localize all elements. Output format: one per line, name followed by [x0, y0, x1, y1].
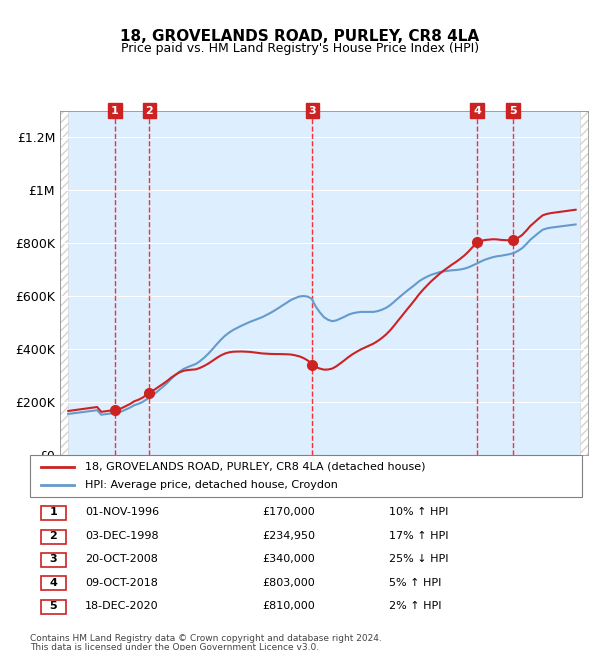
Text: £803,000: £803,000: [262, 578, 314, 588]
Text: 10% ↑ HPI: 10% ↑ HPI: [389, 508, 448, 517]
FancyBboxPatch shape: [41, 577, 66, 590]
Text: 3: 3: [308, 105, 316, 116]
Text: 2% ↑ HPI: 2% ↑ HPI: [389, 601, 442, 611]
FancyBboxPatch shape: [41, 530, 66, 543]
Text: This data is licensed under the Open Government Licence v3.0.: This data is licensed under the Open Gov…: [30, 644, 319, 650]
FancyBboxPatch shape: [41, 553, 66, 567]
Text: 25% ↓ HPI: 25% ↓ HPI: [389, 554, 448, 564]
Bar: [580, 111, 588, 455]
Text: 1: 1: [50, 508, 58, 517]
Text: HPI: Average price, detached house, Croydon: HPI: Average price, detached house, Croy…: [85, 480, 338, 490]
Text: 18, GROVELANDS ROAD, PURLEY, CR8 4LA (detached house): 18, GROVELANDS ROAD, PURLEY, CR8 4LA (de…: [85, 462, 426, 472]
Text: 09-OCT-2018: 09-OCT-2018: [85, 578, 158, 588]
FancyBboxPatch shape: [30, 455, 582, 497]
Text: 4: 4: [50, 578, 58, 588]
Bar: [60, 111, 68, 455]
Text: 2: 2: [50, 531, 58, 541]
Text: 1: 1: [111, 105, 119, 116]
Text: 03-DEC-1998: 03-DEC-1998: [85, 531, 159, 541]
FancyBboxPatch shape: [41, 506, 66, 520]
Text: 20-OCT-2008: 20-OCT-2008: [85, 554, 158, 564]
Text: 17% ↑ HPI: 17% ↑ HPI: [389, 531, 448, 541]
Text: £810,000: £810,000: [262, 601, 314, 611]
Text: 5: 5: [509, 105, 517, 116]
Text: 01-NOV-1996: 01-NOV-1996: [85, 508, 160, 517]
Text: £340,000: £340,000: [262, 554, 314, 564]
Text: 18-DEC-2020: 18-DEC-2020: [85, 601, 159, 611]
Text: 3: 3: [50, 554, 57, 564]
Text: 5: 5: [50, 601, 57, 611]
Text: 4: 4: [473, 105, 481, 116]
Text: £170,000: £170,000: [262, 508, 314, 517]
Text: 18, GROVELANDS ROAD, PURLEY, CR8 4LA: 18, GROVELANDS ROAD, PURLEY, CR8 4LA: [121, 29, 479, 44]
FancyBboxPatch shape: [41, 600, 66, 614]
Text: 2: 2: [146, 105, 154, 116]
Text: Contains HM Land Registry data © Crown copyright and database right 2024.: Contains HM Land Registry data © Crown c…: [30, 634, 382, 643]
Text: 5% ↑ HPI: 5% ↑ HPI: [389, 578, 441, 588]
Text: £234,950: £234,950: [262, 531, 315, 541]
Text: Price paid vs. HM Land Registry's House Price Index (HPI): Price paid vs. HM Land Registry's House …: [121, 42, 479, 55]
